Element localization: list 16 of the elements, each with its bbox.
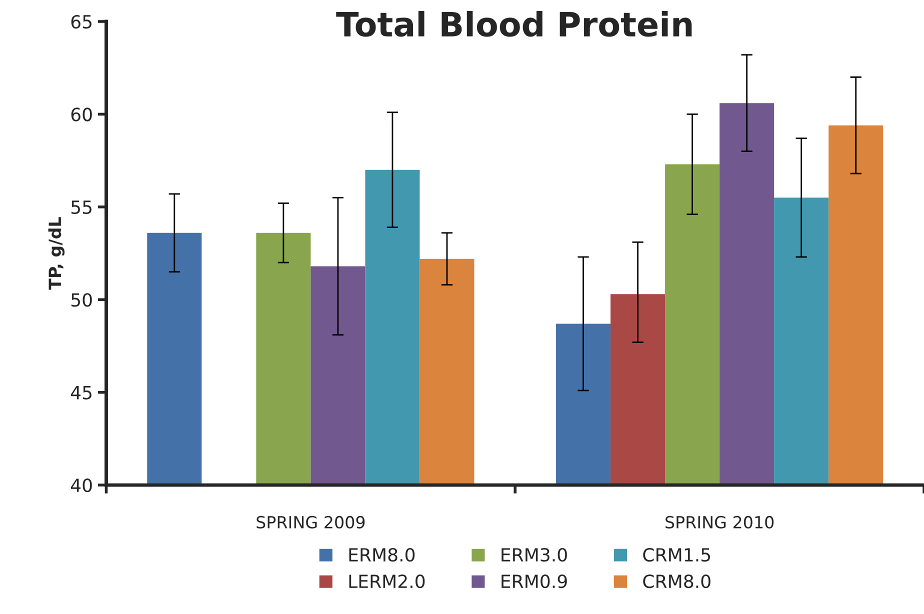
chart-title: Total Blood Protein [336, 11, 692, 37]
legend-label: CRM1.5 [643, 548, 710, 562]
x-tick-label: SPRING 2009 [256, 516, 365, 529]
legend-label: ERM8.0 [349, 548, 415, 562]
y-tick-label: 50 [71, 293, 92, 307]
legend-label: CRM8.0 [643, 574, 710, 588]
x-tick-label: SPRING 2010 [666, 516, 774, 529]
legend-label: ERM0.9 [502, 574, 567, 588]
y-axis-title: TP, g/dL [48, 217, 65, 290]
y-tick-label: 60 [71, 108, 92, 122]
y-tick-label: 65 [71, 14, 92, 29]
y-tick-label: 45 [70, 386, 92, 400]
y-tick-label: 40 [70, 478, 92, 492]
legend-label: LERM2.0 [349, 574, 425, 588]
y-tick-label: 55 [71, 200, 92, 214]
legend-label: ERM3.0 [502, 548, 567, 562]
